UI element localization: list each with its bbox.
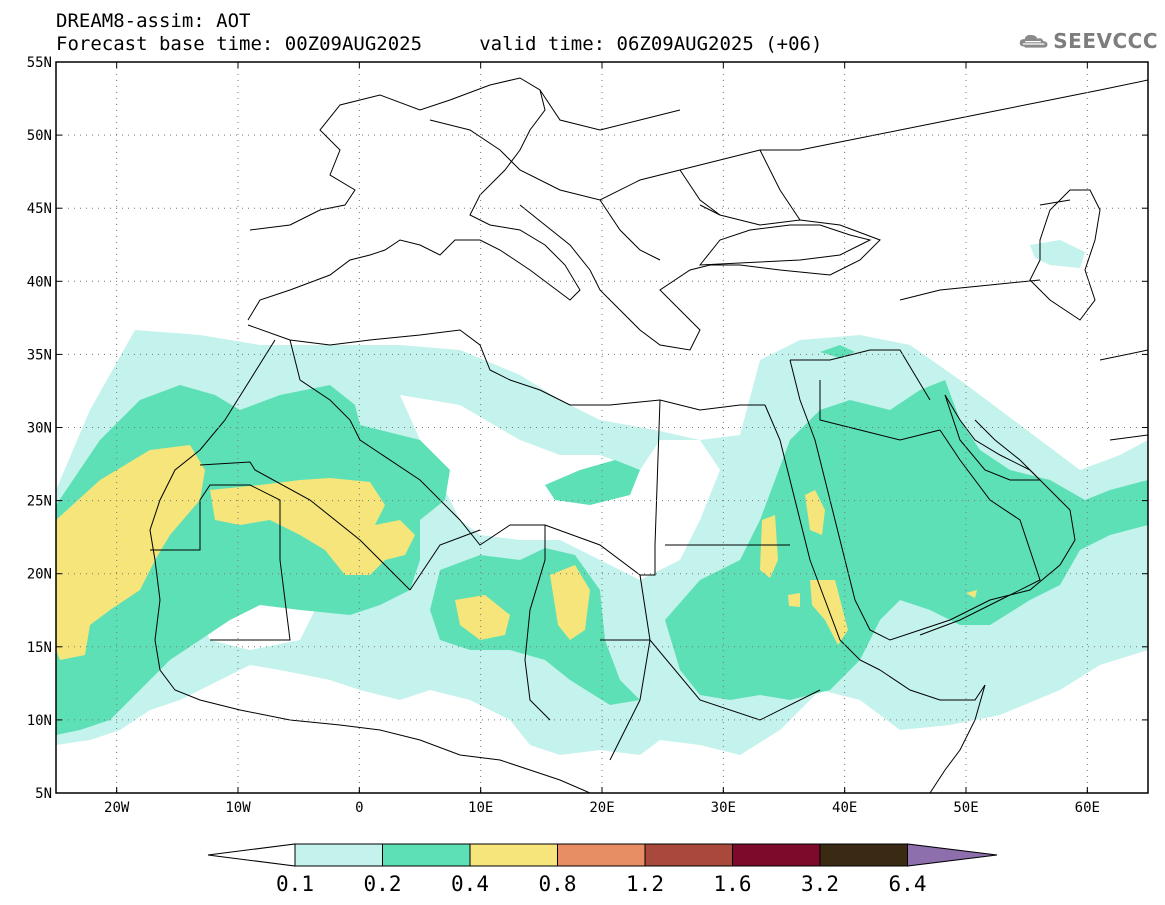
lon-label: 60E <box>1075 800 1100 816</box>
lon-label: 20W <box>104 800 130 816</box>
aot-contour-0.4-redsea-s <box>810 580 848 645</box>
aot-contour-0.4-patch <box>788 593 800 607</box>
lon-label: 50E <box>953 800 978 816</box>
colorbar-segment <box>469 843 558 867</box>
coastline-horn <box>879 669 986 793</box>
aot-contour-0.4-redsea-n <box>805 490 825 535</box>
chart-subtitle: Forecast base time: 00Z09AUG2025 valid t… <box>56 33 823 55</box>
aot-contour-0.1-east <box>1030 240 1085 268</box>
colorbar-segment <box>644 843 733 867</box>
colorbar-segment <box>732 843 821 867</box>
lon-label: 20E <box>589 800 614 816</box>
lon-label: 0 <box>355 800 363 816</box>
lat-label: 35N <box>27 347 52 363</box>
colorbar-label: 3.2 <box>801 872 839 896</box>
colorbar-label: 0.1 <box>276 872 314 896</box>
aot-contour-0.2-caspian <box>820 345 855 358</box>
lat-label: 50N <box>27 128 52 144</box>
lon-label: 10W <box>225 800 251 816</box>
coastline-redsea-west <box>764 404 881 671</box>
colorbar-label: 1.6 <box>714 872 752 896</box>
aot-contour-0.4-coast <box>56 445 205 660</box>
lat-label: 20N <box>27 567 52 583</box>
coastline-blacksea <box>698 224 872 266</box>
lat-label: 30N <box>27 421 52 437</box>
lat-label: 45N <box>27 201 52 217</box>
borders-africa <box>150 339 821 761</box>
colorbar-label: 1.2 <box>626 872 664 896</box>
coastline-balkans <box>519 204 881 351</box>
lat-label: 25N <box>27 494 52 510</box>
colorbar-high-arrow <box>907 843 998 867</box>
aot-contour-0.2-libya <box>545 460 640 505</box>
aot-contour-0.4-egypt <box>760 515 778 578</box>
coastline-persian-gulf <box>944 394 1042 481</box>
lat-label: 40N <box>27 274 52 290</box>
coastline-europe <box>247 77 581 321</box>
borders-mideast <box>790 199 1148 636</box>
borders-europe <box>429 79 1148 261</box>
colorbar-segment <box>819 843 908 867</box>
colorbar-label: 0.4 <box>451 872 489 896</box>
colorbar: 0.1 0.2 0.4 0.8 1.2 1.6 3.2 6.4 <box>207 843 998 896</box>
colorbar-low-arrow <box>207 843 296 867</box>
aot-contour-0.4-sudan <box>550 565 590 640</box>
graticule <box>56 62 1148 793</box>
coastlines-borders <box>149 77 1148 793</box>
colorbar-label: 0.2 <box>364 872 402 896</box>
lat-label: 15N <box>27 640 52 656</box>
lat-label: 55N <box>27 55 52 71</box>
colorbar-segment <box>294 843 383 867</box>
map-axes: 55N 50N 45N 40N 35N 30N 25N 20N 15N 10N 5N 20W 10W 0 1… <box>27 55 1148 816</box>
coastline-africa-north <box>247 324 765 411</box>
aot-contour-0.4-oman <box>966 590 977 598</box>
colorbar-label: 6.4 <box>889 872 927 896</box>
aot-contour-0.4-chad <box>455 595 510 640</box>
colorbar-segment <box>557 843 646 867</box>
lon-label: 40E <box>832 800 857 816</box>
chart-title: DREAM8-assim: AOT <box>56 10 251 32</box>
lat-label: 5N <box>35 786 52 802</box>
coastline-arabia <box>789 359 1076 641</box>
lon-label: 10E <box>468 800 493 816</box>
aot-field <box>56 240 1148 755</box>
lon-label: 30E <box>711 800 736 816</box>
cloud-icon <box>1019 34 1048 48</box>
colorbar-label: 0.8 <box>539 872 577 896</box>
aot-contour-0.2-arabia <box>665 380 1148 700</box>
aot-contour-0.4-mauritania <box>210 478 415 575</box>
seevccc-logo: SEEVCCC <box>1018 24 1158 58</box>
logo-text: SEEVCCC <box>1053 29 1158 53</box>
colorbar-segment <box>382 843 471 867</box>
lat-label: 10N <box>27 713 52 729</box>
coastline-africa-west <box>149 339 591 793</box>
coastline-caspian <box>1029 189 1101 321</box>
